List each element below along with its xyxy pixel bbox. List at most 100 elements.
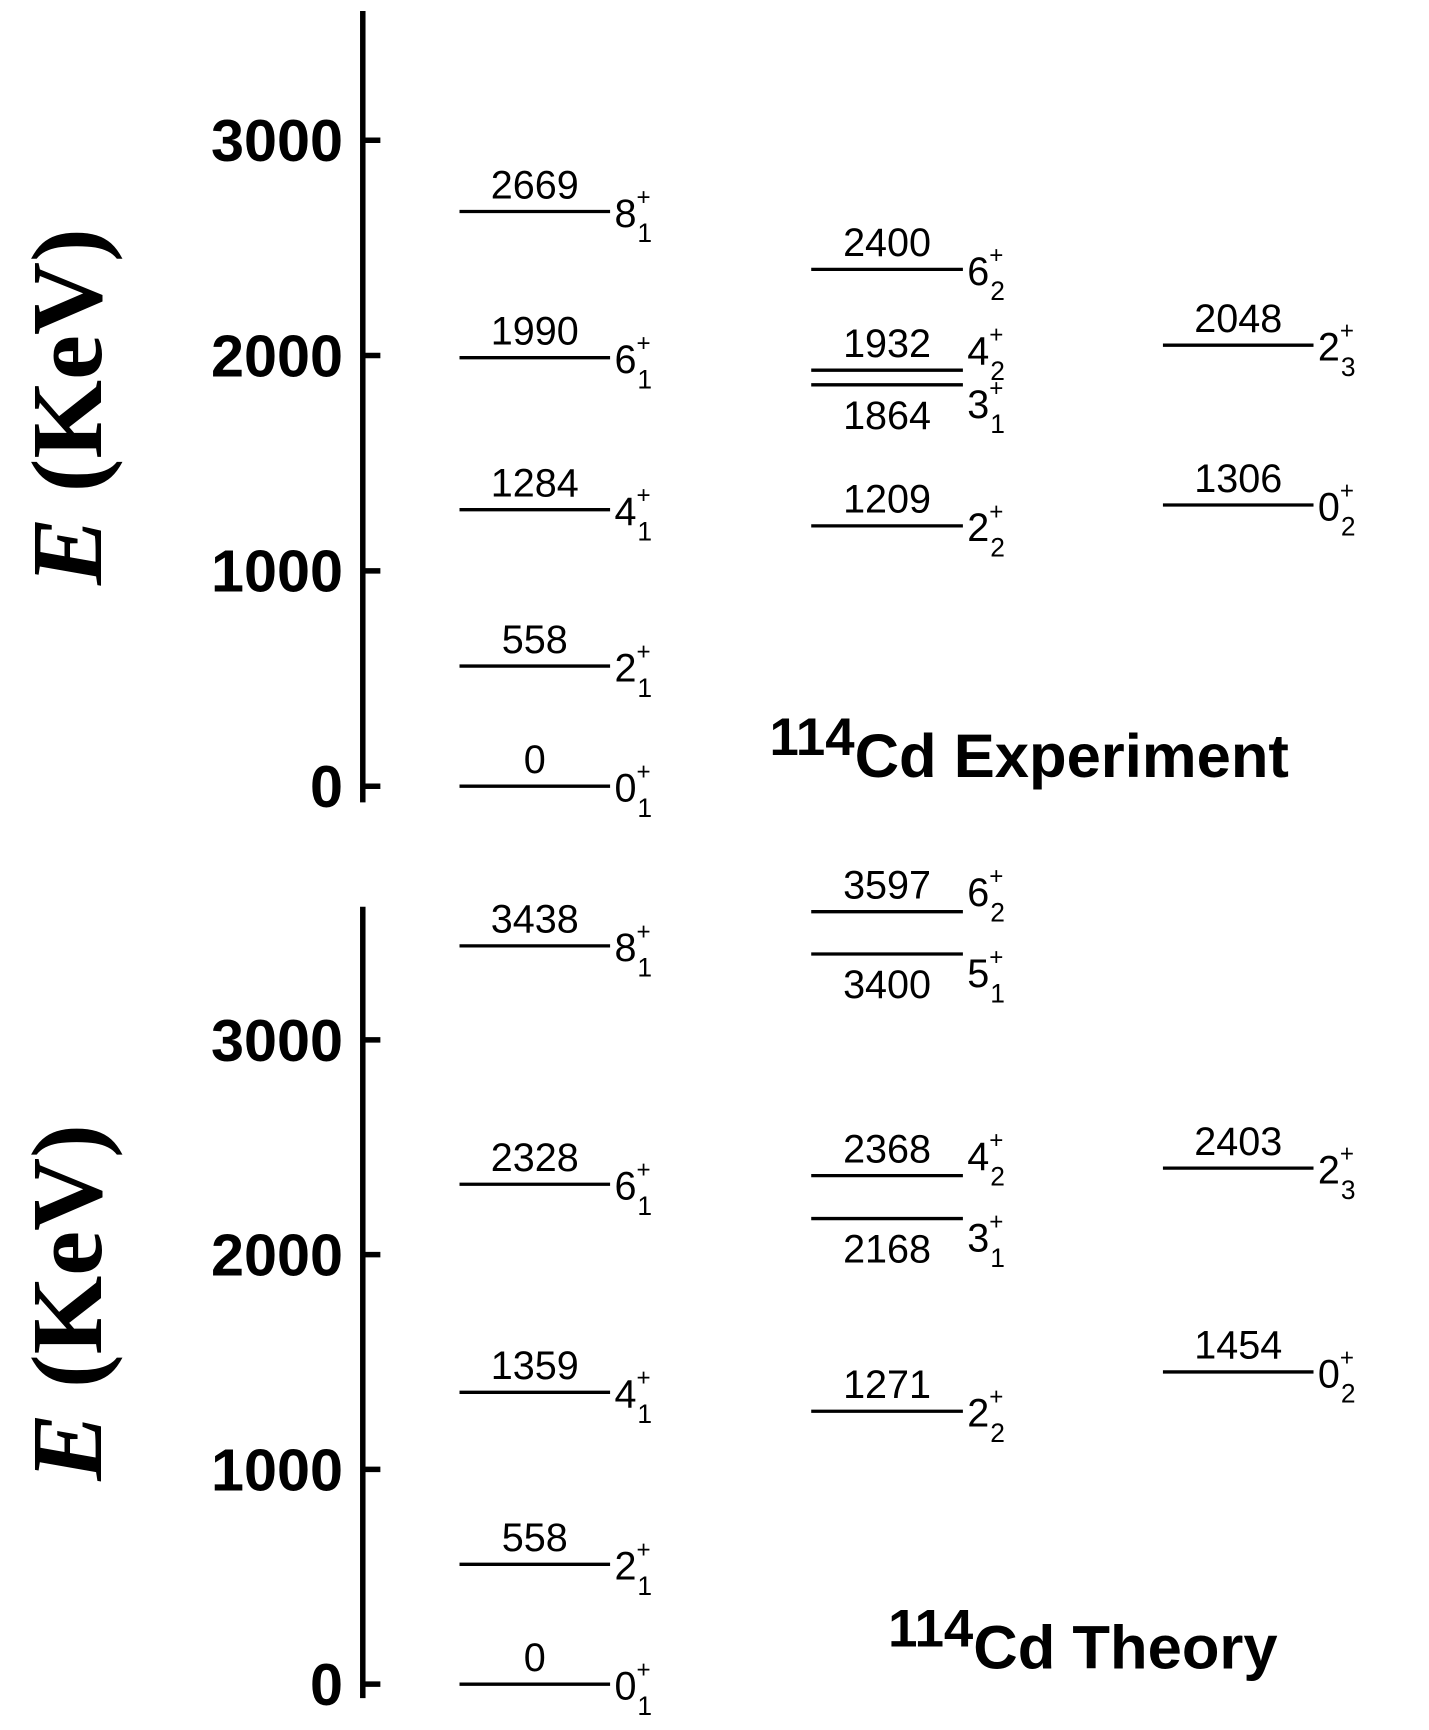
spin-label: 2+ 2 (967, 1384, 1005, 1448)
level-value-label: 2048 (1194, 297, 1282, 341)
title-mass: 114 (769, 708, 855, 767)
spin-label: 2+ 3 (1318, 1141, 1356, 1205)
spin-parity: + (636, 1537, 650, 1564)
level-value-label: 2368 (843, 1127, 931, 1171)
spin-index: 2 (1341, 1379, 1356, 1409)
y-tick-label: 3000 (211, 107, 343, 174)
spin-index: 2 (990, 276, 1005, 306)
level-value-label: 0 (524, 1636, 546, 1680)
spin-j: 2 (1318, 1149, 1340, 1193)
spin-index: 2 (990, 356, 1005, 386)
spin-j: 0 (614, 1665, 636, 1709)
spin-parity: + (989, 322, 1003, 349)
spin-j: 0 (1318, 1352, 1340, 1396)
level-value-label: 2168 (843, 1228, 931, 1272)
spin-index: 2 (1341, 512, 1356, 542)
spin-index: 2 (990, 898, 1005, 928)
spin-index: 1 (637, 673, 652, 703)
spin-index: 1 (637, 1691, 652, 1721)
spin-label: 4+ 1 (614, 482, 652, 546)
level-value-label: 2403 (1194, 1120, 1282, 1164)
y-tick-label: 0 (310, 753, 343, 820)
spin-parity: + (636, 759, 650, 786)
spin-label: 6+ 1 (614, 1157, 652, 1221)
spin-index: 2 (990, 533, 1005, 563)
spin-j: 3 (967, 383, 989, 427)
y-tick-label: 1000 (211, 538, 343, 605)
y-tick-label: 1000 (211, 1436, 343, 1503)
spin-parity: + (636, 918, 650, 945)
spin-label: 0+ 1 (614, 1657, 652, 1721)
spin-index: 3 (1341, 352, 1356, 382)
spin-parity: + (989, 498, 1003, 525)
spin-label: 3+ 1 (967, 375, 1005, 439)
spin-index: 1 (637, 793, 652, 823)
spin-index: 1 (637, 364, 652, 394)
spin-parity: + (1340, 1344, 1354, 1371)
spin-index: 2 (990, 1418, 1005, 1448)
spin-index: 3 (1341, 1175, 1356, 1205)
spin-label: 6+ 1 (614, 330, 652, 394)
spin-j: 0 (614, 767, 636, 811)
spin-parity: + (636, 1157, 650, 1184)
spin-label: 0+ 2 (1318, 1344, 1356, 1408)
spin-j: 5 (967, 952, 989, 996)
spin-index: 1 (637, 1191, 652, 1221)
level-value-label: 2669 (491, 163, 579, 207)
level-value-label: 1864 (843, 394, 931, 438)
spin-label: 8+ 1 (614, 184, 652, 248)
level-value-label: 1284 (491, 462, 579, 506)
spin-parity: + (636, 1365, 650, 1392)
spin-parity: + (989, 1209, 1003, 1236)
spin-j: 8 (614, 926, 636, 970)
spin-index: 1 (637, 1399, 652, 1429)
level-value-label: 1454 (1194, 1324, 1282, 1368)
y-tick-label: 0 (310, 1651, 343, 1718)
chart-title: 114Cd Theory (888, 1599, 1277, 1682)
spin-label: 6+ 2 (967, 863, 1005, 927)
spin-j: 6 (967, 250, 989, 294)
title-mass: 114 (888, 1599, 974, 1658)
spin-label: 4+ 1 (614, 1365, 652, 1429)
y-axis-label: E (KeV) (11, 228, 123, 586)
spin-j: 3 (967, 1217, 989, 1261)
spin-index: 1 (637, 516, 652, 546)
level-value-label: 3400 (843, 963, 931, 1007)
ylabel-unit: (KeV) (11, 228, 123, 517)
spin-parity: + (636, 638, 650, 665)
level-value-label: 3597 (843, 864, 931, 908)
spin-j: 6 (614, 338, 636, 382)
spin-label: 5+ 1 (967, 944, 1005, 1008)
chart-title: 114Cd Experiment (769, 708, 1288, 791)
level-value-label: 1271 (843, 1363, 931, 1407)
spin-parity: + (989, 863, 1003, 890)
spin-label: 6+ 2 (967, 242, 1005, 306)
spin-label: 2+ 1 (614, 1537, 652, 1601)
spin-parity: + (1340, 318, 1354, 345)
ylabel-unit: (KeV) (11, 1124, 123, 1413)
y-tick-label: 2000 (211, 322, 343, 389)
level-value-label: 558 (502, 618, 568, 662)
spin-index: 1 (990, 409, 1005, 439)
spin-j: 0 (1318, 485, 1340, 529)
spin-parity: + (636, 482, 650, 509)
spin-label: 2+ 2 (967, 498, 1005, 562)
spin-parity: + (1340, 1141, 1354, 1168)
spin-label: 0+ 1 (614, 759, 652, 823)
spin-parity: + (989, 1384, 1003, 1411)
spin-parity: + (636, 330, 650, 357)
y-tick-label: 3000 (211, 1007, 343, 1074)
level-value-label: 1306 (1194, 457, 1282, 501)
spin-label: 8+ 1 (614, 918, 652, 982)
spin-label: 2+ 3 (1318, 318, 1356, 382)
spin-label: 2+ 1 (614, 638, 652, 702)
spin-index: 1 (637, 1571, 652, 1601)
ylabel-symbol: E (11, 518, 123, 586)
spin-j: 4 (967, 1135, 989, 1179)
level-value-label: 558 (502, 1516, 568, 1560)
spin-j: 2 (614, 1545, 636, 1589)
spin-j: 2 (967, 1392, 989, 1436)
spin-parity: + (989, 944, 1003, 971)
level-value-label: 1990 (491, 309, 579, 353)
spin-index: 1 (990, 1243, 1005, 1273)
